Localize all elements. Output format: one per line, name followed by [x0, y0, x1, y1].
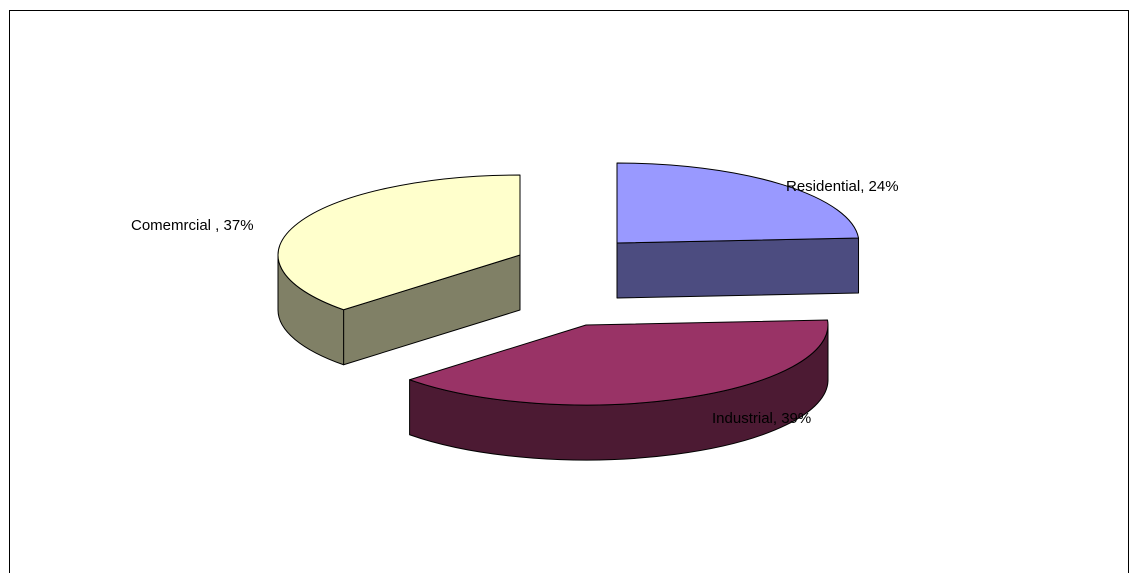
label-comemrcial: Comemrcial , 37%: [131, 217, 254, 234]
chart-area-border: [9, 10, 1129, 573]
slices-layer: [277, 162, 860, 461]
slice-residential-top: [616, 162, 860, 244]
label-residential: Residential, 24%: [786, 178, 899, 195]
label-industrial: Industrial, 39%: [712, 410, 811, 427]
slice-industrial: [409, 319, 829, 461]
slice-comemrcial-top: [277, 174, 521, 311]
slice-residential: [616, 162, 860, 299]
slice-comemrcial: [277, 174, 521, 366]
slice-industrial-top: [409, 319, 829, 406]
slice-residential-end-face: [616, 237, 860, 299]
